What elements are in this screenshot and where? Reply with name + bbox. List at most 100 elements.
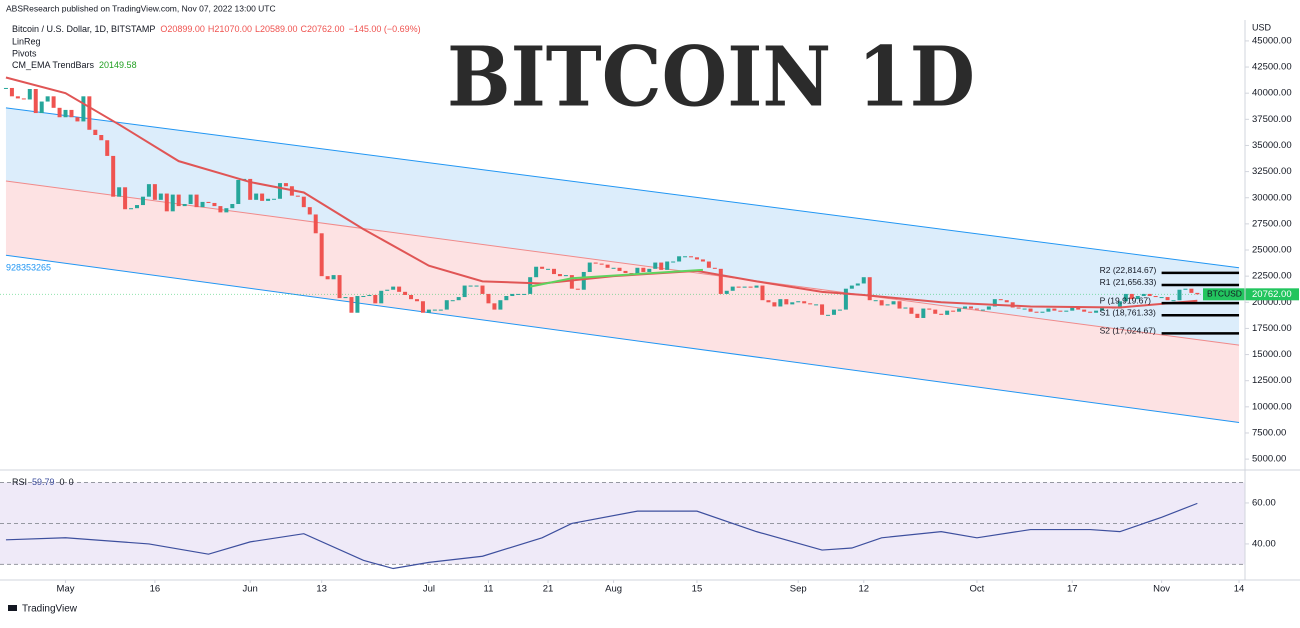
x-tick-label: 17	[1067, 584, 1078, 595]
candle	[99, 135, 104, 141]
candle	[492, 303, 497, 310]
candle	[867, 277, 872, 301]
candle	[1147, 293, 1152, 297]
candle	[557, 274, 562, 277]
candle	[689, 256, 694, 258]
candle	[849, 285, 854, 289]
candle	[1159, 297, 1164, 299]
candle	[855, 283, 860, 286]
symbol: Bitcoin / U.S. Dollar, 1D, BITSTAMP	[12, 24, 155, 34]
publisher: ABSResearch published on TradingView.com…	[6, 3, 276, 13]
candle	[617, 267, 622, 271]
candle	[1094, 310, 1099, 313]
candle	[1022, 308, 1027, 310]
candle	[158, 193, 163, 200]
candle	[605, 264, 610, 268]
price-tag-value: 20762.00	[1252, 289, 1292, 300]
candle	[927, 308, 932, 310]
candle	[63, 109, 68, 118]
candle	[921, 308, 926, 318]
candle	[546, 268, 551, 270]
x-tick-label: 13	[316, 584, 327, 595]
candle	[790, 302, 795, 305]
candle	[176, 194, 181, 207]
candle	[200, 201, 205, 208]
candle	[945, 310, 950, 315]
candle	[820, 304, 825, 315]
candle	[766, 300, 771, 303]
candle	[1183, 288, 1188, 290]
candle	[814, 304, 819, 306]
candle	[480, 285, 485, 294]
candle	[1064, 310, 1069, 312]
x-tick-label: 11	[484, 584, 494, 595]
candle	[587, 262, 592, 272]
candle	[432, 309, 437, 311]
candle	[456, 297, 461, 301]
channel-upper-fill	[5, 107, 1240, 346]
rsi-line	[5, 502, 1198, 570]
candle	[760, 285, 765, 301]
candle	[498, 300, 503, 310]
candle	[385, 289, 390, 291]
channel-line	[5, 180, 1240, 346]
candle	[236, 179, 241, 205]
candle	[700, 259, 705, 262]
candle	[873, 300, 878, 302]
candle	[468, 285, 473, 287]
candle	[1040, 311, 1045, 313]
candle	[1153, 296, 1158, 298]
y-tick-label: 25000.00	[1252, 245, 1292, 256]
candle	[462, 285, 467, 298]
candle	[295, 195, 300, 197]
y-tick-label: 7500.00	[1252, 427, 1286, 438]
candle	[1177, 289, 1182, 301]
candle	[677, 256, 682, 262]
candle	[474, 285, 479, 287]
candle	[903, 307, 908, 309]
x-tick-label: 15	[692, 584, 703, 595]
candle	[951, 310, 956, 312]
candle	[843, 288, 848, 310]
y-tick-label: 45000.00	[1252, 35, 1292, 46]
candle	[39, 101, 44, 114]
candle	[111, 155, 116, 197]
candle	[1100, 306, 1105, 311]
indicator: CM_EMA TrendBars 20149.58	[12, 60, 137, 70]
candle	[986, 306, 991, 310]
candle	[1028, 308, 1033, 312]
candle	[403, 291, 408, 295]
pivot-label: S2 (17,024.67)	[1100, 326, 1156, 336]
candle	[998, 299, 1003, 301]
candle	[1034, 311, 1039, 313]
y-tick-label: 12500.00	[1252, 375, 1292, 386]
candle	[963, 306, 968, 309]
candle	[206, 201, 211, 203]
candle	[748, 286, 753, 288]
candle	[754, 285, 759, 288]
candle	[1076, 306, 1081, 310]
price-tag-name: BTCUSD	[1207, 289, 1242, 299]
candle	[772, 302, 777, 307]
candle	[540, 266, 545, 269]
candle	[313, 214, 318, 234]
candle	[522, 293, 527, 295]
candle	[319, 233, 324, 277]
channel-lower-fill	[5, 181, 1240, 423]
candle	[575, 288, 580, 290]
x-tick-label: Nov	[1153, 584, 1170, 595]
candle	[516, 293, 521, 295]
candle	[212, 202, 217, 207]
footer-brand: TradingView	[22, 604, 78, 615]
indicator: LinReg	[12, 36, 41, 46]
candle	[1129, 293, 1134, 300]
candle	[123, 187, 128, 210]
x-tick-label: Aug	[605, 584, 622, 595]
candle	[1117, 301, 1122, 309]
candle	[1165, 297, 1170, 301]
candle	[504, 296, 509, 301]
y-tick-label: 42500.00	[1252, 62, 1292, 73]
trend-line	[529, 268, 703, 288]
y-tick-label: 22500.00	[1252, 271, 1292, 282]
change: −145.00 (−0.69%)	[349, 24, 421, 34]
